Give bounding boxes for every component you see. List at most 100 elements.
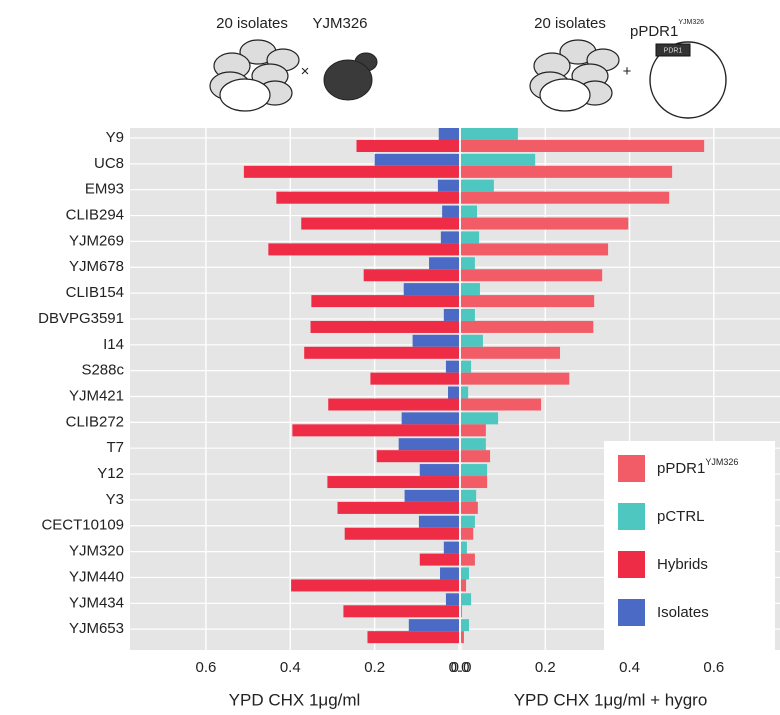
legend-swatch [618, 551, 645, 578]
legend-name: pPDR1 [657, 460, 705, 477]
bar [429, 257, 459, 270]
bar [461, 140, 705, 152]
plasmid-gene-box [655, 43, 691, 57]
plasmid [649, 41, 727, 119]
x-tick-label: 0.0 [451, 659, 472, 676]
bar [461, 153, 536, 166]
bar [376, 450, 459, 463]
cross-symbol: × [301, 63, 310, 80]
y-tick-label: S288c [81, 362, 124, 379]
bar [418, 515, 459, 528]
bar [461, 424, 486, 437]
legend-name: Hybrids [657, 556, 708, 573]
bar [419, 553, 459, 566]
bar [461, 320, 594, 333]
x-tick-label: 0.6 [703, 659, 724, 676]
y-tick-label: YJM434 [69, 594, 124, 611]
bar [461, 372, 570, 385]
bar [268, 243, 459, 256]
bar [401, 412, 459, 425]
isolate-cells [209, 39, 300, 112]
plasmid-superscript: YJM326 [678, 19, 704, 26]
y-tick-label: DBVPG3591 [38, 310, 124, 327]
bar [461, 476, 488, 489]
bar [461, 579, 467, 592]
x-tick-label: 0.2 [364, 659, 385, 676]
bar [461, 360, 472, 373]
bar [461, 605, 462, 618]
legend-name: Isolates [657, 604, 709, 621]
bar [461, 179, 494, 192]
bar [419, 464, 459, 477]
bar [461, 619, 470, 632]
y-tick-label: Y3 [106, 491, 124, 508]
bar [461, 128, 518, 140]
plasmid-label: pPDR1YJM326 [630, 19, 704, 40]
x-tick-label: 0.4 [280, 659, 301, 676]
bar [461, 527, 474, 540]
y-tick-label: YJM320 [69, 543, 124, 560]
bar [438, 128, 459, 140]
bar [337, 501, 459, 514]
bar [440, 231, 459, 244]
bar [461, 269, 603, 282]
bar [403, 283, 459, 296]
bar [311, 295, 459, 308]
y-tick-label: CLIB272 [66, 413, 124, 430]
y-tick-label: UC8 [94, 155, 124, 172]
bar [461, 631, 464, 644]
bar [327, 476, 459, 489]
bar [461, 334, 483, 347]
bar [461, 450, 491, 463]
bar [461, 295, 595, 308]
y-tick-label: CECT10109 [41, 517, 124, 534]
bar [437, 179, 459, 192]
bar [367, 631, 459, 644]
bar [291, 579, 459, 592]
x-tick-label: 0.6 [195, 659, 216, 676]
bar [461, 217, 629, 230]
bar [344, 527, 459, 540]
bar [461, 386, 469, 399]
bar [461, 165, 673, 178]
bar [461, 593, 472, 606]
bar [440, 567, 459, 580]
legend-swatch [618, 599, 645, 626]
isolates-label: 20 isolates [216, 15, 288, 32]
y-tick-label: YJM269 [69, 232, 124, 249]
legend-swatch [618, 455, 645, 482]
bar [461, 257, 475, 270]
illustration: 20 isolates YJM326 × 20 isolates pPDR1YJ… [209, 15, 727, 119]
legend-name: pCTRL [657, 508, 705, 525]
bar [448, 386, 459, 399]
bar [461, 515, 475, 528]
bar [445, 360, 459, 373]
bar [310, 320, 459, 333]
y-tick-label: EM93 [85, 181, 124, 198]
bar [461, 283, 480, 296]
bar [461, 501, 478, 514]
y-tick-label: T7 [106, 439, 124, 456]
bar [398, 438, 459, 451]
y-tick-label: Y12 [97, 465, 124, 482]
bar [328, 398, 459, 411]
plasmid-gene: PDR1 [664, 47, 683, 54]
bar [461, 438, 486, 451]
bar [461, 398, 542, 411]
bar [461, 191, 670, 204]
bar [443, 541, 459, 554]
x-tick-label: 0.0 [449, 659, 470, 676]
x-axis-label: YPD CHX 1μg/ml + hygro [514, 690, 708, 709]
legend-label: pPDR1YJM326 [657, 457, 738, 477]
bar [243, 165, 459, 178]
bar [304, 346, 459, 359]
bar [461, 205, 478, 218]
y-tick-label: Y9 [106, 129, 124, 146]
y-tick-label: YJM678 [69, 258, 124, 275]
legend-swatch [618, 503, 645, 530]
legend-label: pCTRL [657, 508, 705, 525]
y-tick-label: I14 [103, 336, 124, 353]
bar [343, 605, 459, 618]
bar [276, 191, 459, 204]
